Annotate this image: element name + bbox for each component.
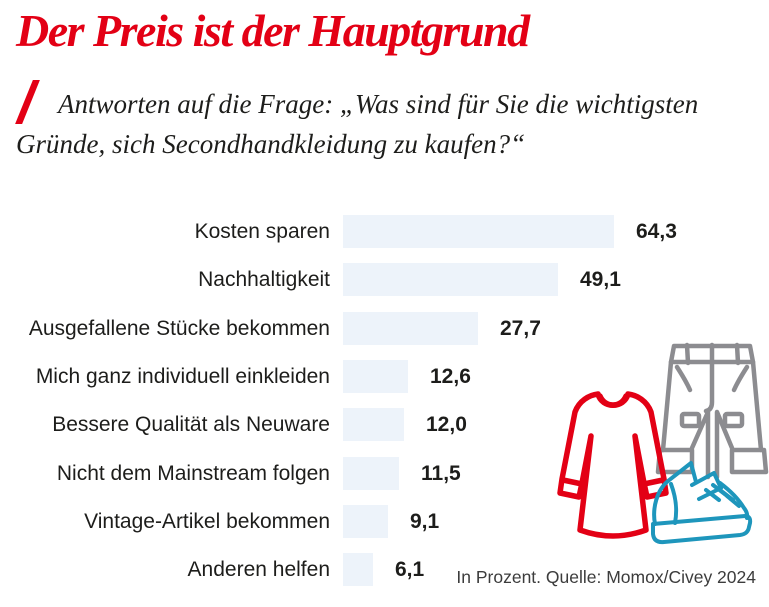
chart-row: Anderen helfen 6,1 xyxy=(14,553,424,586)
bar xyxy=(343,263,558,296)
source-note: In Prozent. Quelle: Momox/Civey 2024 xyxy=(456,567,756,587)
value-label: 27,7 xyxy=(500,316,541,340)
value-label: 12,0 xyxy=(426,412,467,436)
bar xyxy=(343,553,373,586)
value-label: 11,5 xyxy=(421,461,461,485)
chart-row: Nicht dem Mainstream folgen 11,5 xyxy=(14,457,461,490)
bar-chart: Kosten sparen 64,3 Nachhaltigkeit 49,1 A… xyxy=(14,215,755,595)
chart-subtitle: Antworten auf die Frage: „Was sind für S… xyxy=(16,84,761,164)
page-title: Der Preis ist der Hauptgrund xyxy=(16,5,530,56)
chart-row: Vintage-Artikel bekommen 9,1 xyxy=(14,505,439,538)
bar xyxy=(343,312,478,345)
category-label: Ausgefallene Stücke bekommen xyxy=(28,316,330,340)
bar xyxy=(343,215,614,248)
chart-row: Nachhaltigkeit 49,1 xyxy=(14,263,621,296)
value-label: 12,6 xyxy=(430,364,471,388)
pants-icon xyxy=(655,342,769,480)
category-label: Anderen helfen xyxy=(187,557,330,581)
subtitle-line-1: Antworten auf die Frage: „Was sind für S… xyxy=(58,89,699,119)
chart-row: Kosten sparen 64,3 xyxy=(14,215,677,248)
boot-icon xyxy=(651,461,753,545)
bar xyxy=(343,505,388,538)
value-label: 6,1 xyxy=(395,557,425,581)
chart-row: Bessere Qualität als Neuware 12,0 xyxy=(14,408,467,441)
sweater-icon xyxy=(557,391,669,539)
bar xyxy=(343,408,404,441)
value-label: 9,1 xyxy=(410,509,440,533)
category-label: Mich ganz individuell einkleiden xyxy=(35,364,330,388)
chart-row: Ausgefallene Stücke bekommen 27,7 xyxy=(14,312,541,345)
category-label: Nicht dem Mainstream folgen xyxy=(56,461,330,485)
category-label: Nachhaltigkeit xyxy=(198,267,330,291)
chart-row: Mich ganz individuell einkleiden 12,6 xyxy=(14,360,471,393)
category-label: Kosten sparen xyxy=(194,219,330,243)
bar xyxy=(343,457,399,490)
subtitle-line-2: Gründe, sich Secondhandkleidung zu kaufe… xyxy=(16,129,526,159)
clothing-illustration xyxy=(557,342,769,545)
category-label: Vintage-Artikel bekommen xyxy=(84,509,330,533)
bar xyxy=(343,360,408,393)
category-label: Bessere Qualität als Neuware xyxy=(52,412,330,436)
value-label: 64,3 xyxy=(636,219,677,243)
value-label: 49,1 xyxy=(580,267,621,291)
